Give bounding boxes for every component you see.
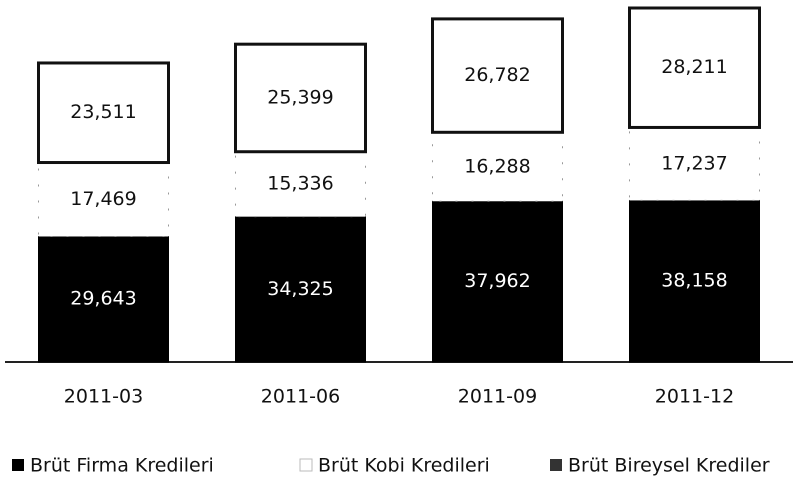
value-label: 15,336 bbox=[267, 173, 333, 195]
legend-label: Brüt Bireysel Krediler bbox=[568, 455, 770, 477]
value-label: 37,962 bbox=[464, 270, 530, 292]
value-label: 25,399 bbox=[267, 86, 333, 108]
x-tick-label: 2011-12 bbox=[655, 386, 734, 408]
legend-marker bbox=[550, 459, 562, 471]
bar-segment bbox=[37, 61, 170, 165]
legend-marker bbox=[299, 458, 313, 472]
legend-label: Brüt Firma Kredileri bbox=[30, 455, 214, 477]
x-tick-label: 2011-06 bbox=[261, 386, 340, 408]
legend-marker bbox=[12, 459, 24, 471]
bar-segment bbox=[431, 17, 564, 134]
legend-label: Brüt Kobi Kredileri bbox=[318, 455, 490, 477]
bar-segment bbox=[235, 216, 366, 363]
value-label: 17,469 bbox=[70, 188, 136, 210]
value-label: 34,325 bbox=[267, 278, 333, 300]
x-tick-label: 2011-03 bbox=[64, 386, 143, 408]
bar-segment bbox=[234, 42, 367, 154]
value-label: 16,288 bbox=[464, 155, 530, 177]
bar-segment bbox=[628, 6, 761, 129]
x-tick-label: 2011-09 bbox=[458, 386, 537, 408]
value-label: 29,643 bbox=[70, 288, 136, 310]
bar-segment bbox=[38, 235, 169, 363]
value-label: 23,511 bbox=[70, 101, 136, 123]
value-label: 38,158 bbox=[661, 270, 727, 292]
value-label: 28,211 bbox=[661, 56, 727, 78]
value-label: 26,782 bbox=[464, 64, 530, 86]
value-label: 17,237 bbox=[661, 152, 727, 174]
bar-segment bbox=[629, 199, 760, 363]
bar-segment bbox=[235, 151, 366, 218]
